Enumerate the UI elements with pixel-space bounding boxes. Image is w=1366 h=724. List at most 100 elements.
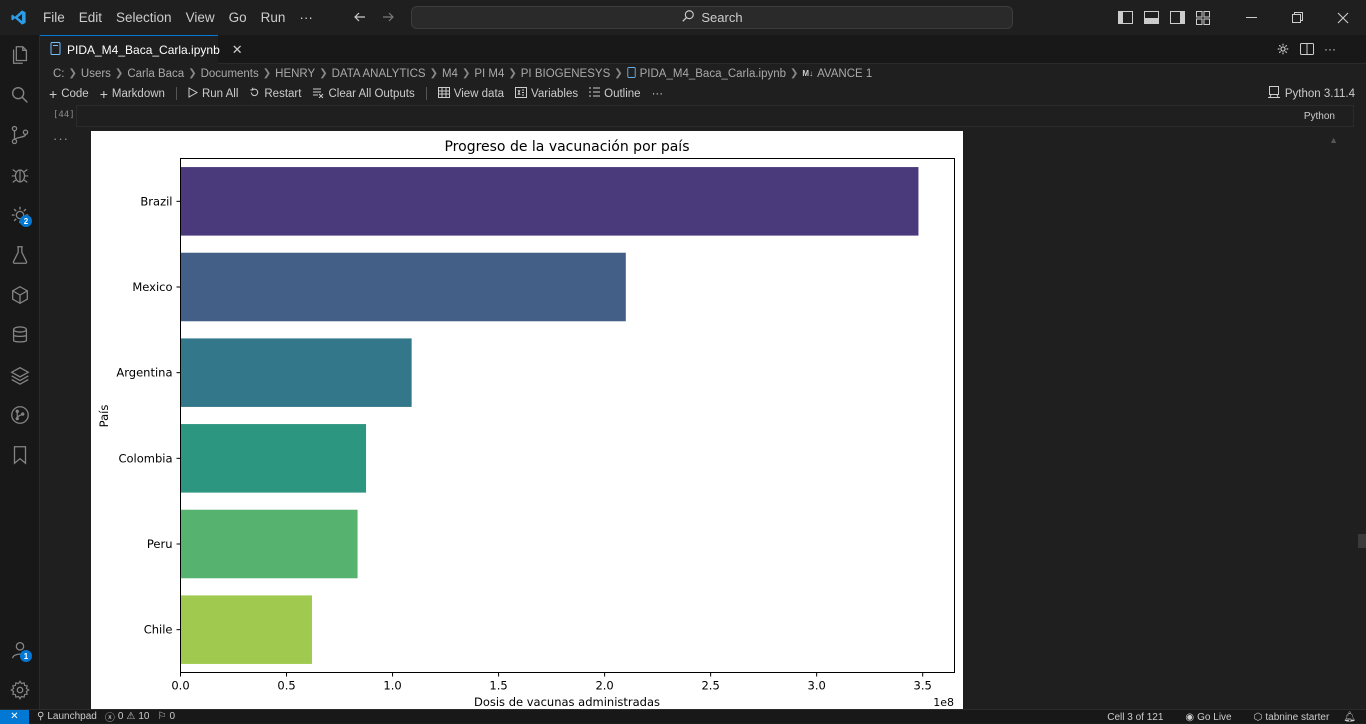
x-tick-label: 0.5 [277,679,295,693]
scroll-up-icon[interactable]: ▲ [1329,135,1338,145]
menu-more[interactable]: ··· [299,10,313,25]
menu-view[interactable]: View [185,10,215,25]
status-bar-right: Cell 3 of 121 ◉ Go Live ⬡ tabnine starter … [1107,710,1356,724]
menu-go[interactable]: Go [228,10,247,25]
layers-icon[interactable] [0,355,40,395]
chart-title: Progreso de la vacunación por país [444,139,689,155]
breadcrumb-item[interactable]: PIDA_M4_Baca_Carla.ipynb [639,67,787,80]
customize-layout-icon[interactable] [1190,0,1216,35]
breadcrumb: C: ❯ Users ❯ Carla Baca ❯ Documents ❯ HENRY ❯… [40,64,1366,83]
close-tab-icon[interactable]: ✕ [231,42,243,57]
more-actions-icon[interactable]: ··· [1324,42,1336,56]
breadcrumb-item[interactable]: PI M4 [474,67,505,80]
scrollbar-thumb[interactable] [1358,534,1366,548]
launchpad-item[interactable]: ⚲ Launchpad [37,711,97,722]
kernel-picker[interactable]: Python 3.11.4 [1267,83,1355,104]
chevron-right-icon: ❯ [114,68,124,79]
breadcrumb-item[interactable]: M4 [441,67,458,80]
settings-gear-icon[interactable] [0,670,40,710]
go-live-label: Go Live [1197,711,1232,723]
breadcrumb-item[interactable]: DATA ANALYTICS [331,67,426,80]
clear-outputs-icon [312,87,324,101]
accounts-icon[interactable]: 1 [0,630,40,670]
breadcrumb-item[interactable]: HENRY [275,67,316,80]
notebook-settings-icon[interactable] [1276,42,1290,59]
chevron-right-icon: ❯ [319,68,328,79]
toggle-panel-icon[interactable] [1138,0,1164,35]
git-graph-icon[interactable] [0,395,40,435]
forward-arrow-icon[interactable] [380,9,396,28]
notifications-bell-icon[interactable]: 🔔︎ [1343,711,1356,723]
clear-all-outputs-button[interactable]: Clear All Outputs [312,87,415,101]
toggle-secondary-sidebar-icon[interactable] [1164,0,1190,35]
breadcrumb-item[interactable]: C: [53,67,65,80]
go-live-item[interactable]: ◉ Go Live [1185,712,1231,723]
back-arrow-icon[interactable] [352,9,368,28]
notebook-editor: [44] Python ··· ▲ Progreso de la vacunac… [40,104,1366,710]
toolbar-divider [175,87,177,100]
bar-colombia [180,424,367,493]
toolbar-more-button[interactable]: ··· [651,87,664,100]
run-and-debug-icon[interactable] [0,155,40,195]
breadcrumb-item[interactable]: AVANCE 1 [817,67,873,80]
problems-item[interactable]: ⓧ 0 ⚠ 10 [105,709,150,724]
split-editor-icon[interactable] [1300,42,1314,59]
plot-frame [180,158,955,673]
database-icon[interactable] [0,315,40,355]
breadcrumb-item[interactable]: Users [80,67,111,80]
extensions-icon[interactable]: 2 [0,195,40,235]
source-control-icon[interactable] [0,115,40,155]
editor-actions: ··· [1276,42,1336,59]
close-window-icon[interactable] [1320,0,1366,35]
tab-notebook[interactable]: PIDA_M4_Baca_Carla.ipynb ✕ [40,35,243,64]
chevron-right-icon: ❯ [461,68,471,79]
testing-icon[interactable] [0,235,40,275]
remote-explorer-icon[interactable] [0,275,40,315]
outline-button[interactable]: Outline [589,87,641,100]
breadcrumb-item[interactable]: Carla Baca [127,67,185,80]
add-markdown-cell-button[interactable]: + Markdown [100,86,165,102]
command-search-box[interactable]: Search [411,6,1013,29]
editor-tab-bar: PIDA_M4_Baca_Carla.ipynb ✕ ··· [40,35,1366,64]
restart-label: Restart [264,87,302,100]
run-all-button[interactable]: Run All [188,86,239,101]
menu-selection[interactable]: Selection [116,10,172,25]
cell-language-label[interactable]: Python [1303,111,1335,122]
y-tick-label: Argentina [116,366,172,380]
chevron-right-icon: ❯ [790,68,799,79]
menu-file[interactable]: File [43,10,65,25]
run-all-label: Run All [201,87,239,100]
ports-item[interactable]: ⚐ 0 [157,711,175,722]
add-code-cell-button[interactable]: + Code [49,86,89,102]
search-icon [681,9,695,26]
chevron-right-icon: ❯ [508,68,517,79]
breadcrumb-item[interactable]: PI BIOGENESYS [520,67,611,80]
extensions-badge: 2 [20,215,32,227]
minimize-icon[interactable] [1228,0,1274,35]
cell-output-chart: Progreso de la vacunación por país Brazi… [91,131,963,710]
variables-label: Variables [531,87,579,100]
view-data-button[interactable]: View data [437,86,504,101]
chevron-right-icon: ❯ [614,68,623,79]
clear-outputs-label: Clear All Outputs [328,87,415,100]
menu-edit[interactable]: Edit [78,10,103,25]
y-axis-label: País [97,405,111,428]
remote-indicator-icon[interactable]: ✕ [0,709,29,724]
title-bar-controls [1112,0,1366,35]
status-bar: ✕ ⚲ Launchpad ⓧ 0 ⚠ 10 ⚐ 0 Cell 3 of 121 ◉ Go… [0,709,1366,724]
tabnine-item[interactable]: ⬡ tabnine starter [1254,712,1330,723]
code-cell-editor[interactable]: Python [76,105,1354,127]
variables-button[interactable]: Variables [515,86,579,101]
output-more-actions[interactable]: ··· [53,131,69,146]
toggle-primary-sidebar-icon[interactable] [1112,0,1138,35]
menu-run[interactable]: Run [260,10,286,25]
kernel-icon [1267,86,1280,101]
bookmark-icon[interactable] [0,435,40,475]
search-view-icon[interactable] [0,75,40,115]
explorer-icon[interactable] [0,35,40,75]
restore-icon[interactable] [1274,0,1320,35]
cell-position[interactable]: Cell 3 of 121 [1107,711,1164,723]
restart-icon [249,87,260,101]
breadcrumb-item[interactable]: Documents [200,67,259,80]
restart-button[interactable]: Restart [249,87,301,101]
